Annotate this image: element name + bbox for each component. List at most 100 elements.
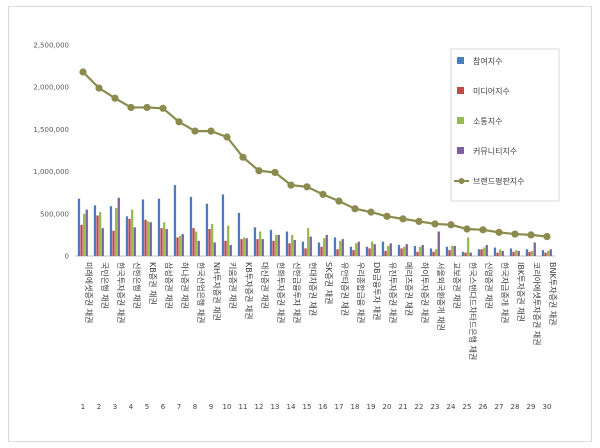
legend-swatch-4 [457,147,464,154]
bar-2-17 [336,249,339,256]
category-label: 신영증권 채권 [484,262,494,309]
category-label: KB투자증권 채권 [244,262,254,319]
bar-3-26 [483,247,486,256]
index-label: 29 [527,403,536,411]
bar-4-28 [517,250,520,256]
line-point-9 [207,127,215,135]
legend-swatch-1 [457,57,464,64]
bar-3-3 [115,207,118,256]
bar-1-17 [333,237,337,256]
bar-3-5 [147,221,150,256]
bar-1-12 [253,227,257,256]
bar-1-1 [77,198,81,256]
line-point-3 [111,94,119,102]
legend-label-1: 참여지수 [473,56,502,66]
legend-box [450,48,560,202]
bar-3-19 [371,241,374,256]
index-label: 6 [161,403,166,411]
bar-2-14 [288,243,291,256]
category-label: 한화투자증권 채권 [276,262,286,323]
bar-3-16 [323,238,326,256]
line-point-7 [175,118,183,126]
bar-4-23 [437,231,440,256]
index-label: 8 [193,403,197,411]
line-point-17 [335,197,343,205]
y-tick-label: 1,000,000 [33,168,69,176]
index-label: 28 [511,403,520,411]
index-label: 24 [447,403,456,411]
bar-1-3 [109,206,113,256]
bar-2-7 [176,237,179,256]
bar-3-27 [499,249,502,256]
line-point-21 [399,215,407,223]
bar-4-1 [85,209,88,256]
category-label: 서울외국환중개 채권 [436,262,446,331]
category-label: 신한금융투자 채권 [292,262,302,323]
index-label: 10 [223,403,232,411]
bar-4-10 [229,245,232,256]
line-point-12 [255,167,263,175]
bar-1-20 [381,241,385,256]
line-point-14 [287,181,295,189]
bar-3-30 [547,250,550,256]
bar-4-13 [277,234,280,256]
line-point-10 [223,133,231,141]
bar-3-7 [179,235,182,256]
bar-1-2 [93,205,97,256]
bar-4-8 [197,240,200,256]
legend-label-4: 커뮤니티지수 [473,146,517,156]
bar-2-6 [160,228,163,256]
category-label: BNK투자증권 채권 [548,262,558,325]
line-point-5 [143,103,151,112]
index-label: 1 [81,403,85,411]
index-label: 11 [239,403,248,411]
bar-4-6 [165,228,168,256]
line-point-25 [463,225,471,233]
legend-label-3: 소통지수 [473,117,502,126]
category-label: 유안타증권 채권 [340,262,350,316]
line-point-13 [271,168,279,177]
bar-2-30 [544,252,547,256]
bar-4-3 [117,197,120,256]
bar-2-24 [448,250,451,256]
legend-label-2: 미디어지수 [473,86,510,96]
bar-4-5 [149,222,152,256]
bar-4-29 [533,242,536,256]
line-point-28 [511,230,519,238]
category-label: 메리츠증권 채권 [404,262,414,316]
bar-1-18 [349,246,353,256]
bar-4-7 [181,234,184,256]
bar-4-18 [357,241,360,256]
bar-2-5 [144,219,147,256]
bar-3-23 [435,249,438,256]
category-label: SK증권 채권 [324,262,334,304]
bar-4-14 [293,239,296,256]
bar-1-16 [317,242,321,256]
index-label: 3 [113,403,117,411]
bar-2-21 [400,248,403,256]
bar-1-22 [413,245,417,256]
category-label: 유진투자증권 채권 [388,262,398,323]
bar-4-19 [373,244,376,256]
y-tick-label: 2,000,000 [33,84,69,92]
bar-1-26 [477,249,481,256]
category-label: 삼성증권 채권 [164,262,174,309]
category-label: 신한은행 채권 [132,262,142,309]
bar-3-25 [467,237,470,256]
bar-3-13 [275,234,278,256]
index-label: 4 [129,403,134,411]
bar-2-27 [496,252,499,256]
index-label: 13 [271,403,280,411]
line-point-23 [431,220,439,228]
bar-2-9 [208,228,211,256]
index-label: 22 [415,403,424,411]
bar-3-10 [227,225,230,256]
index-label: 9 [209,403,213,411]
bar-1-15 [301,241,305,256]
bar-3-17 [339,240,342,256]
legend-swatch-2 [457,87,464,94]
bar-4-12 [261,239,264,256]
line-point-8 [191,127,199,135]
bar-2-4 [128,218,131,256]
legend-label-5: 브랜드평판지수 [473,176,525,186]
